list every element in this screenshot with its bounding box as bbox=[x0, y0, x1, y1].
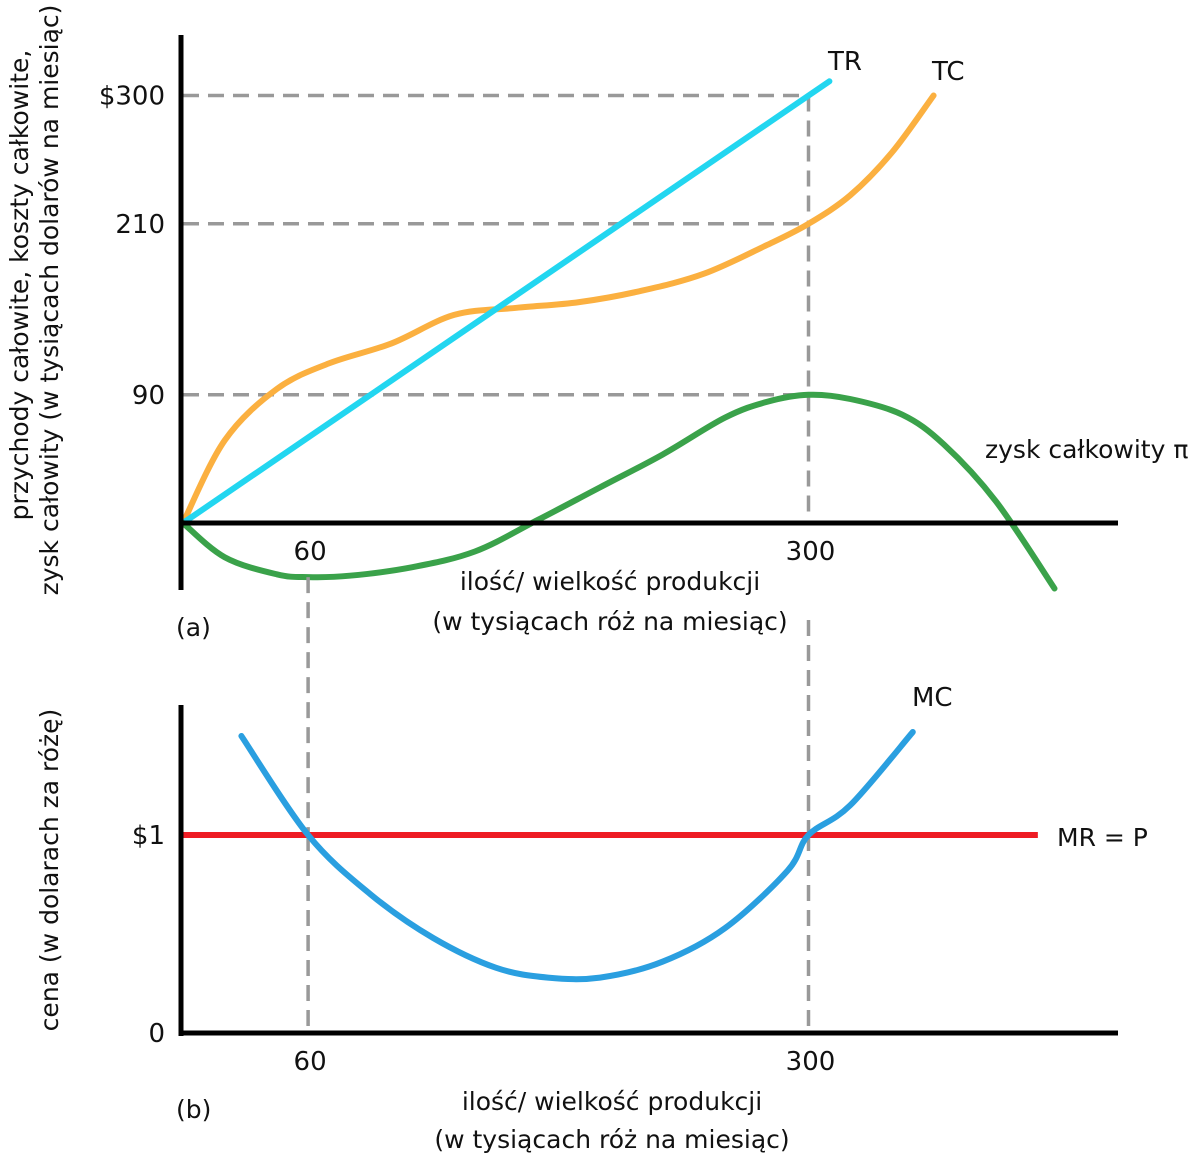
series-label-tr: TR bbox=[827, 47, 862, 77]
y-tick-label-a-2: 90 bbox=[132, 381, 165, 411]
panel-label-b: (b) bbox=[176, 1095, 211, 1124]
series-label-mr-p: MR = P bbox=[1057, 823, 1148, 852]
reference-lines-b bbox=[306, 835, 811, 1033]
series-a bbox=[180, 78, 1058, 592]
y-tick-label-a-0: $300 bbox=[99, 82, 165, 112]
x-tick-label-b-0: 60 bbox=[294, 1047, 327, 1077]
x-tick-label-a-1: 300 bbox=[786, 537, 836, 567]
panel-label-a: (a) bbox=[176, 613, 211, 642]
reference-lines-a bbox=[183, 93, 811, 523]
y-axis-label-a-line1: przychody całowite, koszty całkowite, bbox=[5, 50, 34, 521]
y-axis-label-b: cena (w dolarach za różę) bbox=[35, 709, 64, 1032]
y-tick-label-b-1: 0 bbox=[148, 1019, 165, 1049]
series-labels-a: TR TC zysk całkowity π bbox=[827, 47, 1188, 464]
panel-b: $1 0 60 300 MC MR = P cena (w dolarach za ró… bbox=[35, 683, 1148, 1154]
x-axis-label-a-line1: ilość/ wielkość produkcji bbox=[460, 567, 760, 596]
series-label-mc: MC bbox=[912, 683, 953, 713]
tick-labels-b: $1 0 60 300 bbox=[132, 821, 835, 1077]
tr-line bbox=[180, 78, 833, 526]
panel-a: $300 210 90 60 300 TR TC zysk całkowity π przy… bbox=[5, 5, 1188, 642]
x-axis-label-a-line2: (w tysiącach róż na miesiąc) bbox=[432, 607, 787, 636]
y-tick-label-b-0: $1 bbox=[132, 821, 165, 851]
series-labels-b: MC MR = P bbox=[912, 683, 1148, 852]
x-tick-label-b-1: 300 bbox=[786, 1047, 836, 1077]
connector-lines bbox=[306, 577, 811, 835]
y-axis-label-a-line2: zysk całowity (w tysiącach dolarów na mi… bbox=[35, 5, 64, 596]
series-b bbox=[183, 729, 1038, 983]
mc-curve bbox=[238, 729, 916, 983]
y-tick-label-a-1: 210 bbox=[115, 210, 165, 240]
x-axis-label-b-line1: ilość/ wielkość produkcji bbox=[462, 1087, 762, 1116]
tick-labels-a: $300 210 90 60 300 bbox=[99, 82, 835, 568]
series-label-total-profit: zysk całkowity π bbox=[985, 435, 1188, 464]
x-tick-label-a-0: 60 bbox=[294, 537, 327, 567]
series-label-tc: TC bbox=[931, 57, 965, 87]
total-profit-curve bbox=[180, 391, 1058, 592]
x-axis-label-b-line2: (w tysiącach róż na miesiąc) bbox=[434, 1125, 789, 1154]
tc-curve bbox=[180, 92, 937, 526]
